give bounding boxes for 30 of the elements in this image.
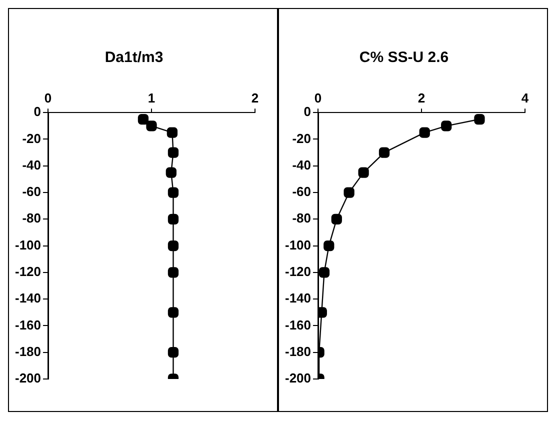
x-tick-label: 4 (521, 90, 530, 106)
y-tick-label: -80 (292, 210, 312, 226)
y-tick-label: -140 (284, 290, 312, 306)
y-tick-label: -180 (14, 344, 42, 359)
x-tick-label: 0 (44, 90, 52, 106)
y-tick-label: -100 (14, 237, 42, 252)
y-tick-label: -60 (22, 184, 42, 200)
y-tick-label: -60 (292, 184, 312, 200)
x-tick-label: 1 (148, 90, 156, 106)
y-tick-label: -200 (14, 370, 42, 386)
y-tick-label: -80 (22, 210, 42, 226)
y-tick-label: -200 (284, 370, 312, 386)
x-tick-label: 2 (251, 90, 259, 106)
y-tick-label: -20 (22, 130, 42, 146)
y-tick-label: -20 (292, 130, 312, 146)
chart-title: C% SS-U 2.6 (359, 49, 449, 66)
y-tick-label: -140 (14, 290, 42, 306)
x-tick-label: 2 (418, 90, 426, 106)
y-tick-label: -120 (14, 264, 42, 280)
y-tick-label: -100 (284, 237, 312, 252)
y-tick-label: -120 (284, 264, 312, 280)
y-tick-label: -180 (284, 344, 312, 359)
chart-title: Da1t/m3 (104, 49, 164, 66)
y-tick-label: 0 (304, 104, 312, 120)
y-tick-label: -160 (14, 317, 42, 332)
y-tick-label: -160 (284, 317, 312, 332)
y-tick-label: -40 (22, 157, 42, 172)
y-tick-label: -40 (292, 157, 312, 172)
x-tick-label: 0 (314, 90, 322, 106)
y-tick-label: 0 (34, 104, 42, 120)
